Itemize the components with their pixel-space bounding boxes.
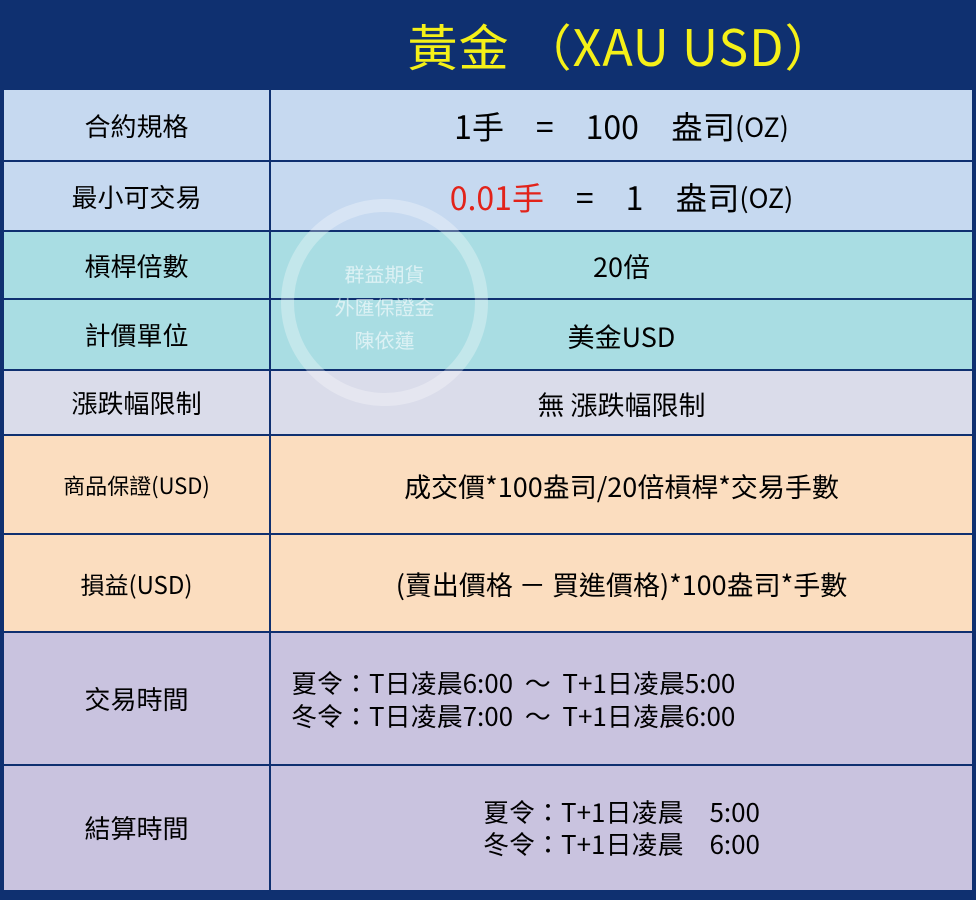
svg-text:群益期貨: 群益期貨 <box>345 259 425 288</box>
svg-text:陳依蓮: 陳依蓮 <box>355 325 415 354</box>
svg-text:外匯保證金: 外匯保證金 <box>335 292 435 321</box>
